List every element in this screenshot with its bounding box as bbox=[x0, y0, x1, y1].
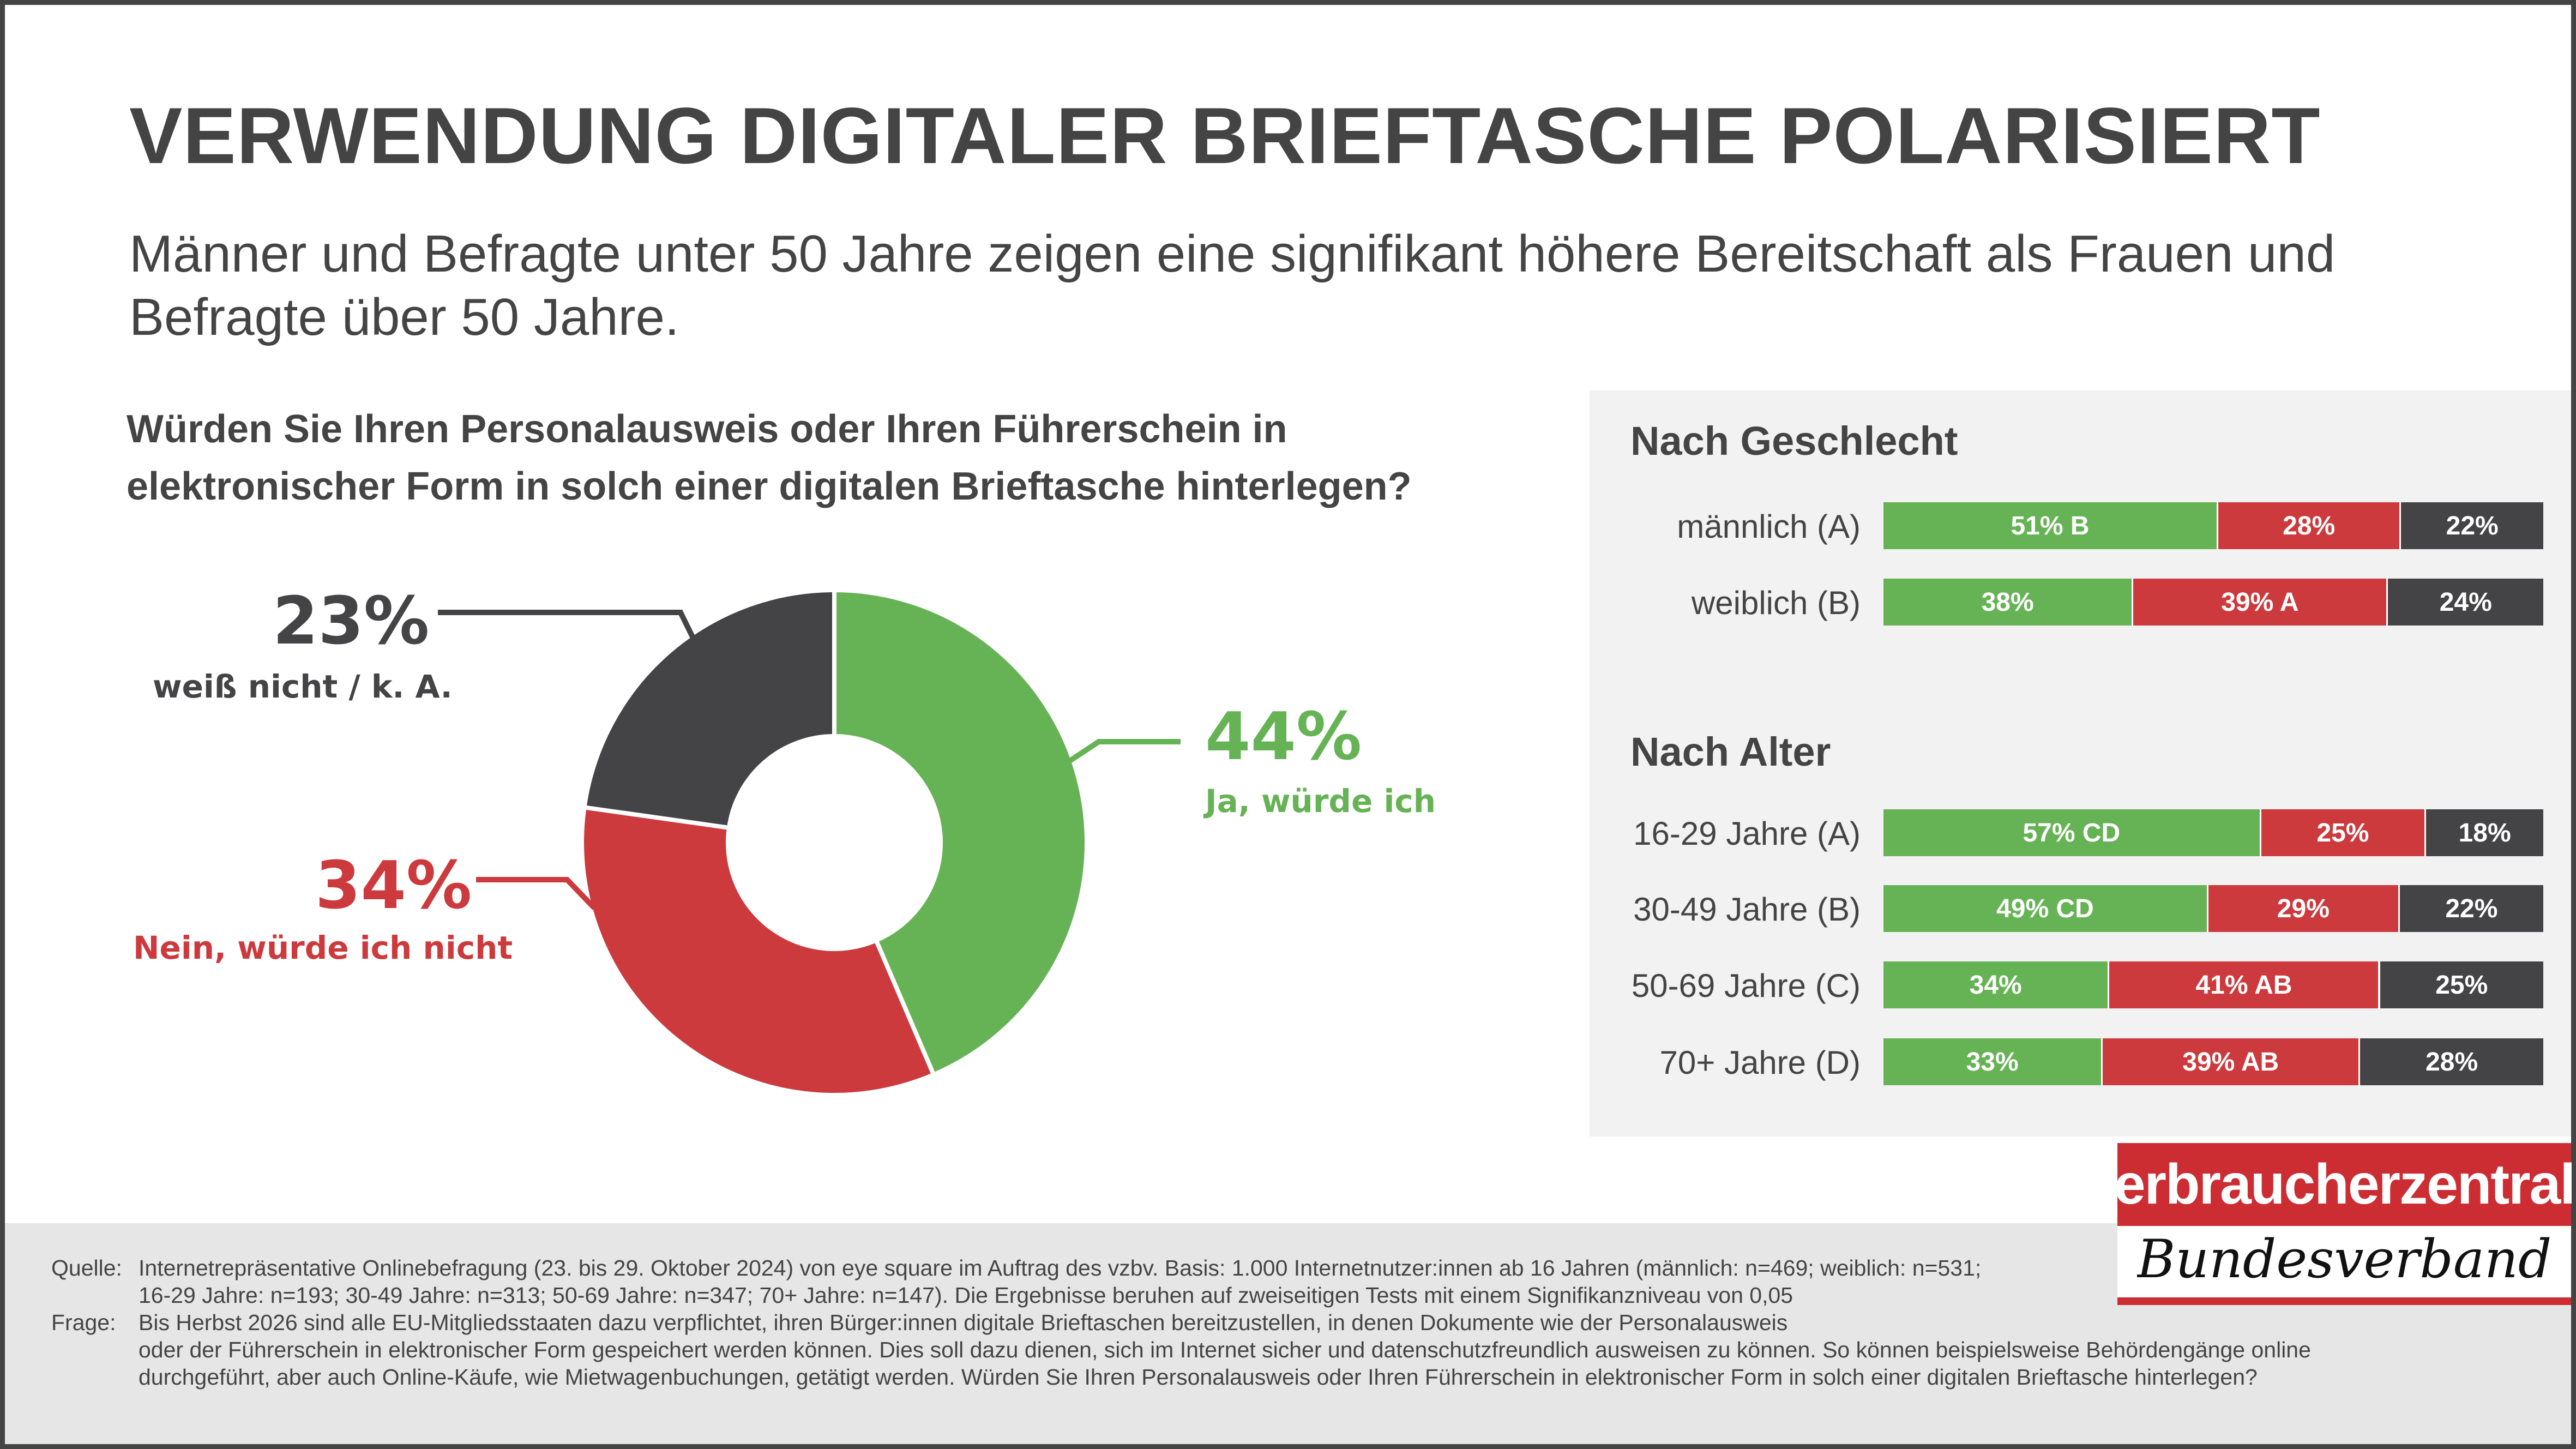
svg-text:Bundesverband: Bundesverband bbox=[2137, 1229, 2551, 1290]
source-line-2: 16-29 Jahre: n=193; 30-49 Jahre: n=313; … bbox=[139, 1283, 1793, 1308]
row-label: männlich (A) bbox=[1677, 508, 1861, 545]
question-line-1: Bis Herbst 2026 sind alle EU-Mitgliedsst… bbox=[139, 1310, 1788, 1335]
seg-no: 41% AB bbox=[2108, 961, 2379, 1008]
no-label: Nein, würde ich nicht bbox=[133, 929, 513, 966]
dontknow-label: weiß nicht / k. A. bbox=[153, 668, 453, 705]
slice-dontknow bbox=[582, 587, 836, 831]
question-key: Frage: bbox=[51, 1310, 116, 1335]
question-line-3: durchgeführt, aber auch Online-Käufe, wi… bbox=[139, 1364, 2258, 1390]
seg-yes: 57% CD bbox=[1883, 809, 2260, 856]
age-section-title: Nach Alter bbox=[1630, 729, 1831, 774]
slice-no bbox=[580, 804, 937, 1097]
question-line-2: oder der Führerschein in elektronischer … bbox=[139, 1337, 2311, 1362]
seg-dontknow: 25% bbox=[2378, 961, 2543, 1008]
seg-dontknow: 28% bbox=[2358, 1038, 2543, 1085]
donut-chart bbox=[438, 587, 1181, 1097]
seg-yes: 34% bbox=[1883, 961, 2108, 1008]
seg-dontknow: 18% bbox=[2424, 809, 2543, 856]
source-line-1: Internetrepräsentative Onlinebefragung (… bbox=[139, 1255, 1982, 1280]
seg-no: 39% A bbox=[2132, 579, 2387, 626]
dontknow-percent: 23% bbox=[273, 584, 430, 659]
yes-percent: 44% bbox=[1205, 699, 1362, 775]
seg-no: 39% AB bbox=[2101, 1038, 2359, 1085]
row-label: 50-69 Jahre (C) bbox=[1631, 967, 1861, 1004]
slice-yes bbox=[832, 587, 1089, 1078]
seg-yes: 38% bbox=[1883, 579, 2132, 626]
seg-no: 28% bbox=[2216, 502, 2400, 549]
no-percent: 34% bbox=[315, 848, 472, 924]
source-key: Quelle: bbox=[51, 1255, 122, 1280]
leader-no bbox=[476, 877, 597, 910]
leader-dontknow bbox=[438, 610, 698, 644]
row-label: 30-49 Jahre (B) bbox=[1633, 891, 1861, 928]
seg-yes: 49% CD bbox=[1883, 885, 2207, 932]
seg-dontknow: 22% bbox=[2399, 502, 2543, 549]
seg-yes: 51% B bbox=[1883, 502, 2217, 549]
row-label: 16-29 Jahre (A) bbox=[1633, 815, 1861, 852]
seg-dontknow: 22% bbox=[2398, 885, 2543, 932]
survey-question: Würden Sie Ihren Personalausweis oder Ih… bbox=[127, 407, 1412, 508]
row-label: 70+ Jahre (D) bbox=[1659, 1044, 1861, 1081]
seg-dontknow: 24% bbox=[2386, 579, 2543, 626]
seg-yes: 33% bbox=[1883, 1038, 2102, 1085]
bundesverband-script: Bundesverband bbox=[2137, 1229, 2551, 1290]
row-label: weiblich (B) bbox=[1691, 585, 1861, 621]
yes-label: Ja, würde ich bbox=[1205, 783, 1436, 820]
page-subtitle: Männer und Befragte unter 50 Jahre zeige… bbox=[129, 225, 2336, 346]
logo-verbraucherzentrale: verbraucherzentrale bbox=[2084, 1143, 2576, 1226]
logo-bundesverband: Bundesverband bbox=[2117, 1226, 2571, 1305]
gender-section-title: Nach Geschlecht bbox=[1630, 418, 1958, 464]
page-title: VERWENDUNG DIGITALER BRIEFTASCHE POLARIS… bbox=[129, 91, 2321, 180]
seg-no: 25% bbox=[2259, 809, 2425, 856]
seg-no: 29% bbox=[2206, 885, 2398, 932]
leader-yes bbox=[1068, 739, 1181, 763]
source-note: Quelle: Internetrepräsentative Onlinebefr… bbox=[51, 1254, 2311, 1391]
